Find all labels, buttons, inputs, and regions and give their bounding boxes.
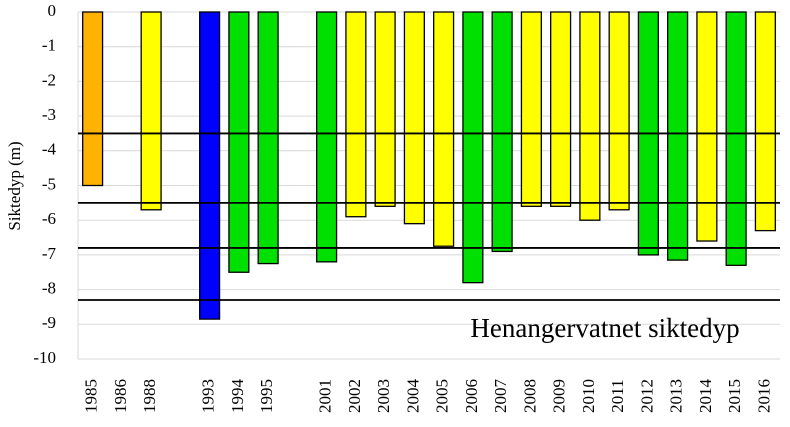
bar: [433, 11, 455, 247]
y-tick-label: -4: [42, 140, 57, 159]
bar: [725, 11, 747, 266]
x-tick-label: 2015: [725, 379, 744, 413]
x-tick-label: 2009: [550, 379, 569, 413]
bar: [257, 11, 279, 265]
x-tick-label: 2005: [433, 379, 452, 413]
bar: [199, 11, 221, 320]
x-tick-label: 2010: [579, 379, 598, 413]
x-tick-label: 2014: [696, 379, 715, 414]
x-tick-label: 2006: [462, 379, 481, 413]
y-tick-label: -8: [42, 279, 56, 298]
x-tick-label: 2001: [316, 379, 335, 413]
annotation: Henangervatnet siktedyp: [470, 313, 739, 343]
x-tick-label: 1995: [257, 379, 276, 413]
bar: [550, 11, 572, 207]
y-tick-label: -5: [42, 174, 56, 193]
bar: [608, 11, 630, 211]
bar: [520, 11, 542, 207]
x-tick-label: 1985: [82, 379, 101, 413]
y-tick-label: -2: [42, 70, 56, 89]
bar: [345, 11, 367, 218]
x-tick-label: 1986: [111, 379, 130, 413]
bar: [403, 11, 425, 225]
bar: [228, 11, 250, 273]
x-tick-label: 2002: [345, 379, 364, 413]
bar: [696, 11, 718, 242]
bar: [82, 11, 104, 187]
x-tick-label: 2016: [754, 379, 773, 413]
bar: [140, 11, 162, 211]
y-tick-label: 0: [48, 1, 57, 20]
x-tick-label: 2012: [637, 379, 656, 413]
bar: [667, 11, 689, 261]
x-tick-label: 2003: [374, 379, 393, 413]
y-tick-label: -3: [42, 105, 56, 124]
bar: [462, 11, 484, 284]
bar: [754, 11, 776, 232]
x-tick-label: 1988: [140, 379, 159, 413]
bar: [374, 11, 396, 207]
y-tick-label: -10: [33, 348, 56, 367]
y-axis-label: Siktedyp (m): [5, 141, 24, 230]
x-tick-label: 2007: [491, 379, 510, 414]
x-tick-label: 2008: [520, 379, 539, 413]
y-tick-label: -9: [42, 313, 56, 332]
y-tick-label: -6: [42, 209, 56, 228]
bar: [579, 11, 601, 221]
x-tick-label: 2004: [403, 379, 422, 414]
x-tick-label: 1994: [228, 379, 247, 414]
y-tick-label: -1: [42, 36, 56, 55]
bar: [491, 11, 513, 253]
x-tick-label: 2011: [608, 379, 627, 412]
bar: [316, 11, 338, 263]
y-tick-label: -7: [42, 244, 57, 263]
x-tick-label: 2013: [667, 379, 686, 413]
x-tick-label: 1993: [199, 379, 218, 413]
